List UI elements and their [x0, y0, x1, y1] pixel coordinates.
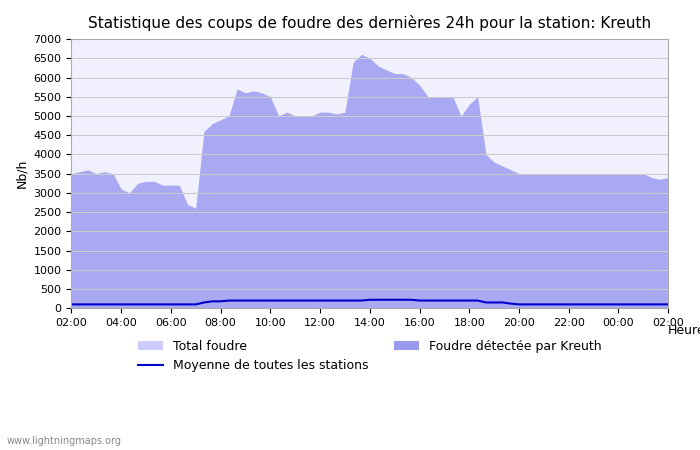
Legend: Total foudre, Moyenne de toutes les stations, Foudre détectée par Kreuth: Total foudre, Moyenne de toutes les stat… [133, 335, 606, 378]
Text: www.lightningmaps.org: www.lightningmaps.org [7, 436, 122, 446]
Y-axis label: Nb/h: Nb/h [15, 159, 28, 189]
Title: Statistique des coups de foudre des dernières 24h pour la station: Kreuth: Statistique des coups de foudre des dern… [88, 15, 652, 31]
X-axis label: Heure: Heure [667, 324, 700, 338]
